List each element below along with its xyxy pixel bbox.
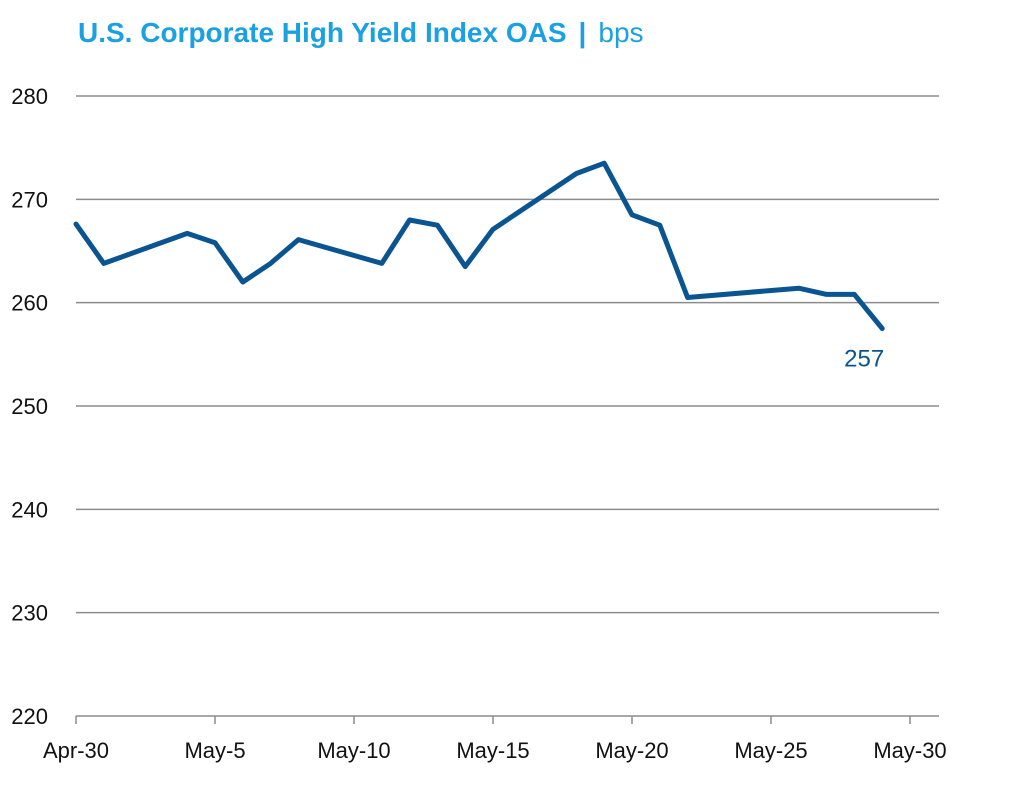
x-tick-label-May-15: May-15 [456,738,529,763]
y-tick-label-230: 230 [11,601,48,626]
x-tick-label-May-20: May-20 [595,738,668,763]
chart-title-separator: | [579,17,587,48]
y-tick-label-260: 260 [11,291,48,316]
x-tick-label-Apr-30: Apr-30 [43,738,109,763]
chart-title: U.S. Corporate High Yield Index OAS | bp… [78,17,644,48]
gridlines [76,95,939,614]
x-tick-label-May-30: May-30 [873,738,946,763]
chart-title-main: U.S. Corporate High Yield Index OAS [78,17,567,48]
x-axis: Apr-30 May-5 May-10 May-15 May-20 May-25 May-3… [43,715,947,763]
y-tick-label-250: 250 [11,394,48,419]
chart-title-unit: bps [598,17,643,48]
y-tick-label-220: 220 [11,704,48,729]
x-tick-label-May-25: May-25 [734,738,807,763]
data-label-0: 257 [844,346,884,373]
series-layer [73,160,885,331]
annotations: 257 [844,346,884,373]
series-line-0 [73,160,885,331]
y-tick-label-270: 270 [11,187,48,212]
x-tick-label-May-10: May-10 [317,738,390,763]
y-tick-label-240: 240 [11,497,48,522]
y-axis-tick-labels: 220 230 240 250 260 270 280 [11,84,48,729]
y-tick-label-280: 280 [11,84,48,109]
x-tick-label-May-5: May-5 [184,738,245,763]
